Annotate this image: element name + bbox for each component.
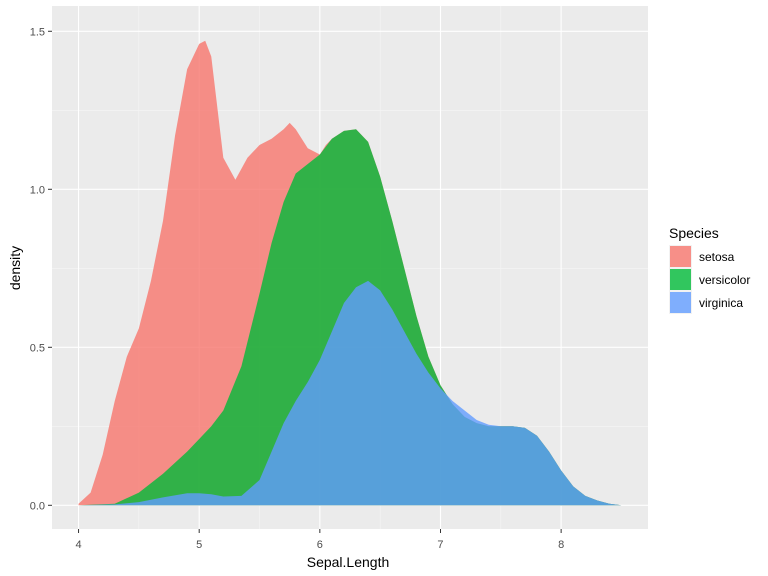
x-tick-label: 8 <box>558 539 564 551</box>
density-areas <box>78 40 622 506</box>
y-tick-label: 0.5 <box>30 342 45 354</box>
y-tick-label: 1.5 <box>30 26 45 38</box>
y-axis-title: density <box>7 246 23 290</box>
legend-label-versicolor: versicolor <box>699 273 750 287</box>
density-area-virginica <box>78 280 622 506</box>
legend: Species setosa versicolor virginica <box>669 225 750 314</box>
x-tick-label: 5 <box>196 539 202 551</box>
x-tick-label: 7 <box>437 539 443 551</box>
legend-label-virginica: virginica <box>699 296 743 310</box>
legend-swatch-setosa <box>670 246 691 267</box>
legend-title: Species <box>669 225 719 241</box>
x-tick-label: 6 <box>317 539 323 551</box>
legend-label-setosa: setosa <box>699 250 735 264</box>
x-tick-label: 4 <box>75 539 81 551</box>
y-axis: 0.0 0.5 1.0 1.5 <box>30 26 52 512</box>
legend-swatch-versicolor <box>670 269 691 290</box>
legend-swatch-virginica <box>670 292 691 313</box>
x-axis: 4 5 6 7 8 <box>75 529 564 551</box>
x-axis-title: Sepal.Length <box>307 554 390 570</box>
y-tick-label: 1.0 <box>30 184 45 196</box>
y-tick-label: 0.0 <box>30 500 45 512</box>
